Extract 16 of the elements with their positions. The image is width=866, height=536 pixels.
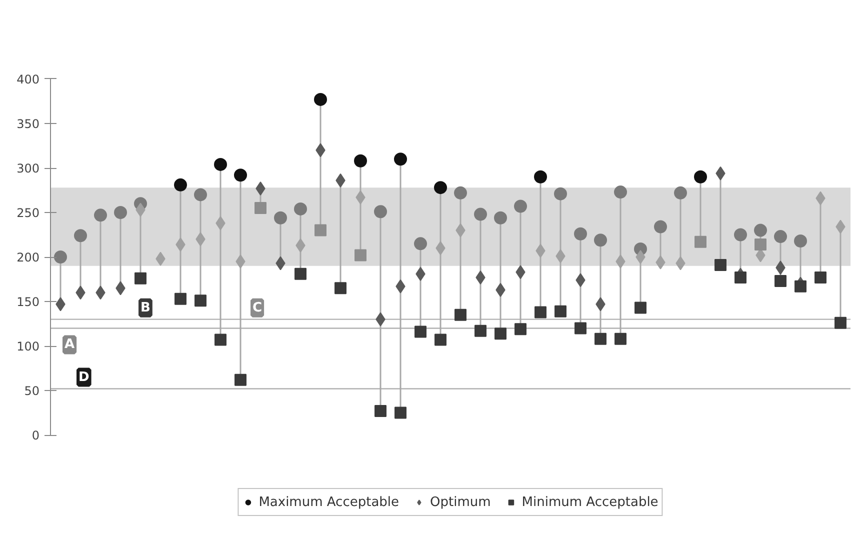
y-tick-label: 50	[24, 384, 40, 398]
y-tick-label: 350	[16, 116, 40, 131]
legend-label: Maximum Acceptable	[258, 494, 400, 510]
ref-line-label: A	[64, 337, 75, 352]
legend-label: Minimum Acceptable	[522, 494, 658, 510]
ref-line-label: B	[140, 300, 150, 316]
y-tick-label: 150	[16, 295, 40, 310]
y-tick-label: 0	[32, 428, 40, 443]
y-tick-label: 200	[16, 250, 40, 265]
y-tick-label: 300	[16, 162, 40, 176]
ref-line-label: D	[78, 370, 90, 385]
y-tick-label: 100	[16, 340, 40, 354]
y-tick-label: 250	[16, 206, 40, 220]
y-tick-label: 400	[16, 72, 40, 86]
legend-label: Optimum	[430, 494, 491, 510]
annotation: C	[252, 300, 262, 316]
